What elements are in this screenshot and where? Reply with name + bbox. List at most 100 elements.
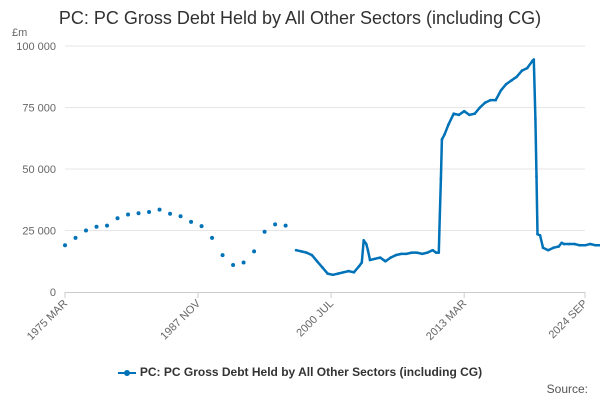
data-point[interactable]	[437, 251, 441, 254]
data-point[interactable]	[73, 235, 78, 240]
data-point[interactable]	[347, 269, 350, 273]
data-point[interactable]	[389, 256, 392, 259]
legend-symbol-icon	[117, 368, 136, 378]
data-point[interactable]	[462, 109, 466, 113]
data-point[interactable]	[273, 222, 278, 227]
data-point[interactable]	[115, 216, 120, 221]
data-point[interactable]	[84, 228, 89, 233]
legend-label: PC: PC Gross Debt Held by All Other Sect…	[139, 365, 483, 379]
data-point[interactable]	[515, 75, 519, 79]
data-point[interactable]	[136, 211, 141, 216]
data-point[interactable]	[231, 262, 236, 267]
data-point[interactable]	[489, 98, 492, 102]
source-credit[interactable]: Source:	[546, 382, 588, 396]
data-point[interactable]	[178, 214, 183, 219]
data-point[interactable]	[588, 242, 592, 246]
data-point[interactable]	[532, 58, 536, 61]
data-point[interactable]	[405, 252, 408, 256]
data-point[interactable]	[483, 101, 487, 104]
data-point[interactable]	[199, 224, 204, 229]
data-point[interactable]	[426, 251, 429, 254]
data-point[interactable]	[443, 133, 446, 136]
data-point[interactable]	[366, 248, 370, 252]
data-point[interactable]	[567, 242, 571, 246]
data-point[interactable]	[315, 259, 319, 263]
data-point[interactable]	[534, 117, 537, 120]
data-point[interactable]	[283, 223, 288, 228]
data-point[interactable]	[594, 243, 597, 247]
data-point[interactable]	[394, 253, 398, 257]
data-point[interactable]	[535, 175, 538, 178]
data-point[interactable]	[499, 88, 503, 92]
data-point[interactable]	[364, 242, 368, 246]
data-point[interactable]	[473, 112, 476, 115]
data-point[interactable]	[321, 266, 324, 269]
data-point[interactable]	[457, 113, 461, 117]
data-point[interactable]	[357, 264, 361, 268]
data-point[interactable]	[252, 249, 257, 254]
data-point[interactable]	[126, 212, 131, 217]
data-point[interactable]	[241, 260, 246, 265]
data-point[interactable]	[420, 252, 424, 256]
data-point[interactable]	[494, 98, 498, 102]
data-point[interactable]	[510, 79, 513, 82]
data-point[interactable]	[331, 273, 335, 277]
data-point[interactable]	[63, 243, 67, 248]
data-point[interactable]	[168, 211, 173, 216]
data-point[interactable]	[525, 66, 529, 70]
data-point[interactable]	[439, 177, 443, 181]
data-point[interactable]	[210, 235, 215, 240]
data-point[interactable]	[468, 113, 471, 117]
data-point[interactable]	[415, 251, 419, 254]
data-point[interactable]	[220, 253, 225, 258]
data-point[interactable]	[410, 251, 413, 254]
data-point[interactable]	[478, 106, 482, 109]
data-point[interactable]	[362, 239, 365, 242]
data-point[interactable]	[294, 248, 298, 252]
data-point[interactable]	[546, 248, 550, 252]
data-point[interactable]	[352, 271, 356, 274]
data-point[interactable]	[189, 219, 194, 224]
y-tick-label: 50 000	[22, 164, 56, 176]
data-point[interactable]	[552, 246, 555, 250]
data-point[interactable]	[562, 242, 566, 246]
data-point[interactable]	[557, 245, 561, 248]
data-point[interactable]	[360, 261, 364, 264]
data-point[interactable]	[368, 258, 372, 262]
data-point[interactable]	[384, 259, 387, 263]
data-point[interactable]	[105, 223, 110, 228]
data-point[interactable]	[336, 272, 340, 275]
data-point[interactable]	[447, 123, 450, 127]
data-point[interactable]	[504, 82, 508, 86]
data-point[interactable]	[378, 256, 382, 259]
data-point[interactable]	[326, 272, 329, 275]
data-point[interactable]	[431, 248, 434, 252]
data-point[interactable]	[440, 138, 444, 141]
x-axis-ticks: 1975 MAR 1987 NOV 2000 JUL 2013 MAR 2024 SEP	[25, 292, 590, 343]
data-point[interactable]	[536, 232, 539, 236]
series-line[interactable]	[294, 58, 600, 277]
legend[interactable]: PC: PC Gross Debt Held by All Other Sect…	[0, 365, 600, 379]
data-point[interactable]	[300, 250, 303, 253]
data-point[interactable]	[438, 214, 442, 218]
data-point[interactable]	[262, 229, 267, 234]
data-point[interactable]	[94, 224, 99, 229]
data-point[interactable]	[147, 210, 152, 215]
data-point[interactable]	[538, 234, 542, 237]
data-point[interactable]	[583, 243, 587, 247]
data-point[interactable]	[520, 69, 524, 72]
data-point[interactable]	[541, 246, 545, 250]
data-point[interactable]	[342, 271, 345, 274]
data-point[interactable]	[452, 112, 455, 115]
data-point[interactable]	[434, 251, 438, 254]
data-point[interactable]	[305, 251, 308, 254]
data-point[interactable]	[560, 241, 563, 245]
series-plot[interactable]	[63, 58, 600, 277]
data-point[interactable]	[573, 242, 576, 246]
data-point[interactable]	[578, 243, 582, 247]
data-point[interactable]	[373, 257, 377, 261]
data-point[interactable]	[157, 207, 162, 212]
data-point[interactable]	[399, 252, 403, 256]
data-point[interactable]	[310, 253, 314, 257]
